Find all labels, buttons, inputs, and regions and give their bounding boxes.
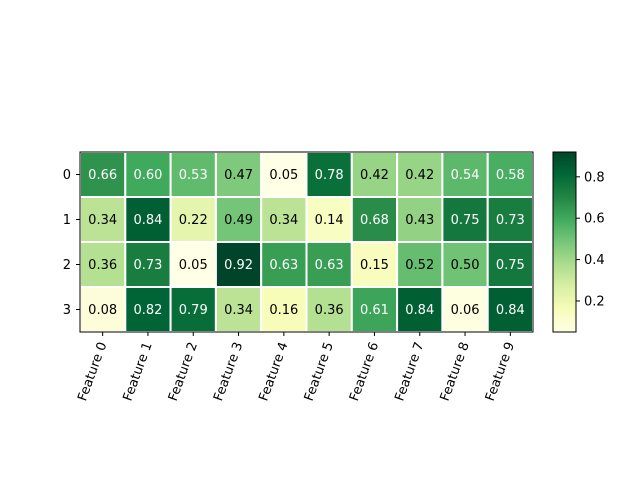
cell-value-label: 0.75: [496, 258, 525, 273]
y-tick-label: 3: [63, 303, 71, 318]
cell-value-label: 0.52: [405, 258, 434, 273]
heatmap-cell: [214, 196, 263, 243]
cell-value-label: 0.75: [451, 213, 480, 228]
heatmap-cell: [79, 151, 127, 198]
cell-value-label: 0.47: [224, 168, 253, 183]
heatmap-cell: [396, 196, 444, 243]
cell-value-label: 0.05: [179, 258, 208, 273]
cell-value-label: 0.34: [224, 303, 253, 318]
heatmap-cell: [214, 241, 263, 288]
y-tick-label: 0: [63, 168, 71, 183]
cell-value-label: 0.43: [405, 213, 434, 228]
cell-value-label: 0.49: [224, 213, 253, 228]
heatmap-cell: [305, 196, 353, 243]
cell-value-label: 0.05: [269, 168, 298, 183]
cell-value-label: 0.22: [179, 213, 208, 228]
cell-value-label: 0.50: [451, 258, 480, 273]
cell-value-label: 0.92: [224, 258, 253, 273]
cell-value-label: 0.73: [496, 213, 525, 228]
cell-value-label: 0.63: [315, 258, 344, 273]
colorbar-tick-label: 0.2: [584, 294, 605, 309]
cell-value-label: 0.82: [133, 303, 162, 318]
cell-value-label: 0.08: [88, 303, 117, 318]
cell-value-label: 0.68: [360, 213, 389, 228]
cell-value-label: 0.84: [133, 213, 162, 228]
colorbar-gradient: [552, 151, 577, 333]
cell-value-label: 0.66: [88, 168, 117, 183]
heatmap-cell: [260, 241, 308, 288]
heatmap-cell: [260, 196, 308, 243]
cell-value-label: 0.14: [315, 213, 344, 228]
heatmap-cell: [124, 196, 172, 243]
y-tick-label: 1: [63, 213, 71, 228]
cell-value-label: 0.06: [451, 303, 480, 318]
cell-value-label: 0.78: [315, 168, 344, 183]
cell-value-label: 0.73: [133, 258, 162, 273]
cell-value-label: 0.34: [269, 213, 298, 228]
heatmap-cell: [169, 151, 217, 198]
cell-value-label: 0.53: [179, 168, 208, 183]
plot-frame: [79, 151, 534, 333]
y-axis-ticks: 0 1 2 3: [63, 168, 80, 318]
y-tick-label: 2: [63, 258, 71, 273]
cell-value-label: 0.36: [315, 303, 344, 318]
heatmap-cell: [79, 241, 127, 288]
cell-value-label: 0.54: [451, 168, 480, 183]
heatmap-grid: 0.66 0.60 0.53 0.47 0.05 0.78 0.42 0.42 0.54 0.58…: [79, 151, 535, 333]
heatmap-cell: [350, 196, 399, 243]
colorbar-tick-label: 0.4: [584, 253, 605, 268]
cell-value-label: 0.61: [360, 303, 389, 318]
cell-value-label: 0.36: [88, 258, 117, 273]
colorbar-tick-label: 0.8: [584, 170, 605, 185]
colorbar-tick-label: 0.6: [584, 212, 605, 227]
heatmap-cell: [441, 196, 489, 243]
cell-value-label: 0.60: [133, 168, 162, 183]
colorbar: 0.2 0.4 0.6 0.8: [552, 151, 605, 333]
cell-value-label: 0.34: [88, 213, 117, 228]
cell-value-label: 0.42: [405, 168, 434, 183]
cell-value-label: 0.79: [179, 303, 208, 318]
cell-value-label: 0.58: [496, 168, 525, 183]
cell-value-label: 0.16: [269, 303, 298, 318]
heatmap-cell: [169, 241, 217, 288]
cell-value-label: 0.84: [405, 303, 434, 318]
cell-value-label: 0.63: [269, 258, 298, 273]
heatmap-cell: [441, 286, 489, 333]
heatmap-cell: [305, 241, 353, 288]
cell-value-label: 0.42: [360, 168, 389, 183]
cell-value-label: 0.84: [496, 303, 525, 318]
cell-value-label: 0.15: [360, 258, 389, 273]
